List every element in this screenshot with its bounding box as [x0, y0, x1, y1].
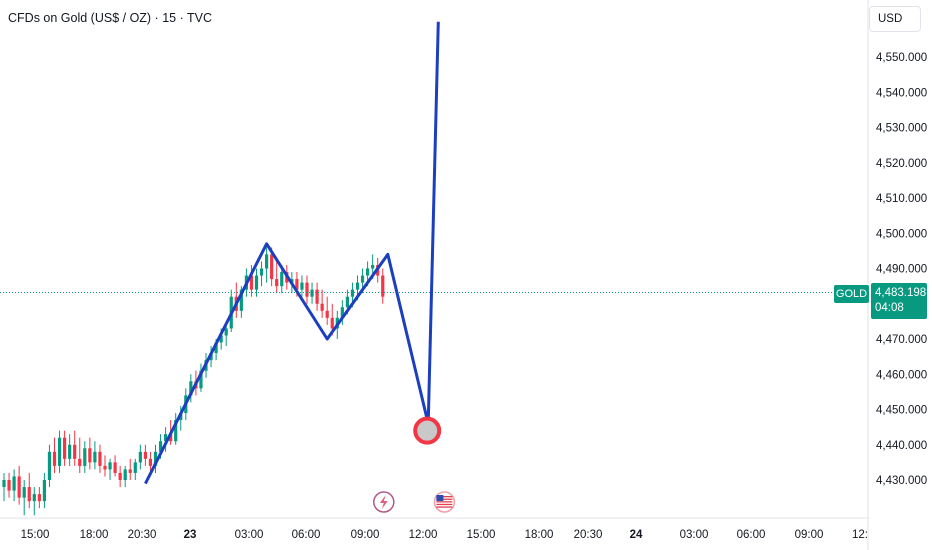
- candle: [27, 472, 31, 509]
- candle: [52, 437, 57, 473]
- event-markers[interactable]: [373, 491, 456, 513]
- candle: [73, 430, 77, 466]
- currency-button[interactable]: USD: [869, 6, 921, 32]
- candle: [22, 480, 26, 516]
- candle: [83, 441, 87, 473]
- price-tick-label: 4,530.000: [876, 123, 927, 135]
- forecast-drawing-path[interactable]: [144, 21, 440, 485]
- candle: [325, 296, 329, 325]
- time-tick-label: 09:00: [351, 529, 380, 541]
- price-tick-label: 4,540.000: [876, 87, 927, 99]
- candle: [315, 282, 319, 311]
- candle: [113, 455, 117, 477]
- candle: [259, 261, 264, 287]
- candle: [103, 455, 107, 477]
- time-tick-label: 12:00: [409, 529, 438, 541]
- price-tick-label: 4,460.000: [876, 369, 927, 381]
- candle: [12, 469, 16, 502]
- candle: [153, 444, 158, 473]
- candle: [88, 437, 92, 470]
- price-tick-label: 4,470.000: [876, 334, 927, 346]
- price-tick-label: 4,550.000: [876, 52, 927, 64]
- candle: [249, 264, 254, 297]
- candle: [300, 275, 304, 297]
- candle: [123, 465, 127, 488]
- price-tick-label: 4,500.000: [876, 228, 927, 240]
- candle: [93, 441, 97, 470]
- candle: [199, 363, 203, 392]
- symbol-tag: GOLD: [834, 285, 869, 303]
- last-price-value: 4,483.198: [875, 287, 927, 299]
- lightning-event-icon[interactable]: [373, 491, 395, 513]
- candle: [128, 458, 132, 480]
- time-axis[interactable]: 15:00 18:00 20:30 23 03:00 06:00 09:00 12:00 15:…: [21, 529, 868, 541]
- candle: [265, 247, 269, 283]
- candle: [174, 413, 178, 445]
- time-tick-label: 23: [184, 529, 197, 541]
- candle: [118, 465, 122, 488]
- time-tick-label: 06:00: [737, 529, 766, 541]
- last-price-tag: 4,483.198 04:08: [871, 283, 927, 319]
- candle: [340, 300, 344, 325]
- time-tick-label: 20:30: [574, 529, 603, 541]
- time-tick-label: 15:00: [467, 529, 496, 541]
- candle: [381, 268, 385, 304]
- candle: [138, 444, 142, 470]
- time-tick-label: 18:00: [80, 529, 109, 541]
- time-tick-label: 18:00: [525, 529, 554, 541]
- candle: [108, 458, 112, 480]
- time-tick-label: 03:00: [235, 529, 264, 541]
- candle: [37, 487, 41, 509]
- candle: [143, 444, 147, 466]
- chart-title: CFDs on Gold (US$ / OZ) · 15 · TVC: [8, 11, 212, 25]
- candle: [310, 282, 314, 304]
- candle: [7, 472, 11, 498]
- candle: [133, 458, 137, 480]
- us-flag-event-icon[interactable]: [433, 491, 456, 513]
- candle: [78, 437, 82, 473]
- price-tick-label: 4,490.000: [876, 264, 927, 276]
- candle: [42, 472, 46, 509]
- time-tick-label: 12:: [852, 529, 868, 541]
- time-tick-label: 15:00: [21, 529, 50, 541]
- time-tick-label: 06:00: [292, 529, 321, 541]
- candle: [224, 324, 228, 347]
- candle: [320, 289, 324, 318]
- candle: [275, 261, 279, 294]
- candle: [164, 427, 168, 452]
- candle: [98, 444, 102, 473]
- candle: [305, 275, 309, 304]
- time-tick-label: 20:30: [128, 529, 157, 541]
- price-tick-label: 4,430.000: [876, 475, 927, 487]
- price-tick-label: 4,440.000: [876, 440, 927, 452]
- time-tick-label: 09:00: [795, 529, 824, 541]
- price-tick-label: 4,520.000: [876, 158, 927, 170]
- price-tick-label: 4,510.000: [876, 193, 927, 205]
- candle: [63, 430, 67, 466]
- candle: [148, 451, 153, 473]
- candle: [254, 268, 259, 297]
- time-tick-label: 03:00: [680, 529, 709, 541]
- candle: [68, 434, 72, 466]
- candle: [189, 374, 193, 403]
- target-circle-marker[interactable]: [413, 416, 442, 445]
- candle: [2, 472, 6, 502]
- candles: [2, 247, 385, 516]
- candle: [32, 487, 36, 516]
- candle: [17, 465, 21, 505]
- candle: [47, 444, 52, 488]
- price-axis[interactable]: 4,430.000 4,440.000 4,450.000 4,460.000 4,47…: [876, 52, 927, 487]
- bar-countdown: 04:08: [875, 302, 904, 314]
- price-tick-label: 4,450.000: [876, 405, 927, 417]
- candle: [57, 430, 62, 473]
- time-tick-label: 24: [630, 529, 643, 541]
